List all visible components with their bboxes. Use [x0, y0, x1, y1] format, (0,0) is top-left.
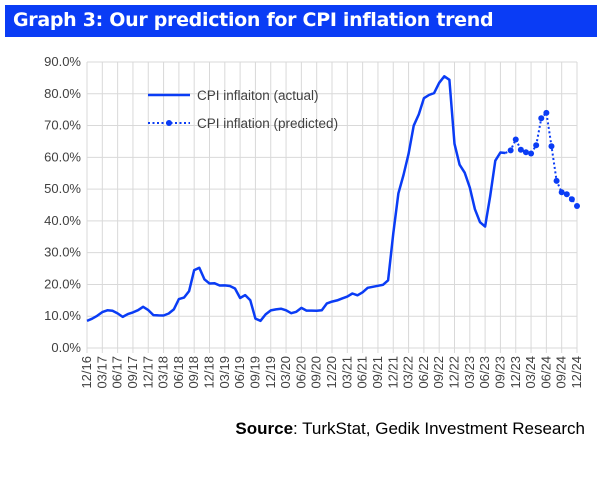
actual-series-line: [86, 75, 506, 323]
x-tick-label: 06/23: [477, 356, 492, 389]
x-tick-label: 12/17: [140, 356, 155, 389]
predicted-point: [517, 146, 524, 153]
x-tick-label: 03/24: [523, 356, 538, 389]
x-tick-label: 12/21: [385, 356, 400, 389]
predicted-point: [574, 202, 580, 209]
x-tick-label: 12/23: [508, 356, 523, 389]
x-tick-label: 06/20: [293, 356, 308, 389]
predicted-point: [528, 150, 535, 157]
predicted-point: [512, 136, 519, 143]
x-tick-label: 06/21: [355, 356, 370, 389]
x-tick-label: 09/18: [186, 356, 201, 389]
x-tick-label: 09/21: [370, 356, 385, 389]
x-tick-label: 03/22: [401, 356, 416, 389]
chart-title: Graph 3: Our prediction for CPI inflatio…: [13, 9, 494, 31]
legend: CPI inflaiton (actual) CPI inflation (pr…: [148, 88, 338, 131]
x-tick-label: 12/24: [569, 356, 584, 389]
source-note: Source: TurkStat, Gedik Investment Resea…: [235, 419, 585, 439]
predicted-point: [548, 143, 555, 150]
x-tick-label: 03/18: [156, 356, 171, 389]
series: [86, 75, 580, 323]
predicted-point: [563, 191, 570, 198]
x-tick-label: 03/21: [339, 356, 354, 389]
x-tick-label: 06/22: [416, 356, 431, 389]
predicted-point: [522, 149, 529, 156]
y-tick-label: 70.0%: [44, 118, 81, 133]
x-tick-label: 09/20: [309, 356, 324, 389]
y-tick-label: 80.0%: [44, 86, 81, 101]
x-tick-label: 09/24: [554, 356, 569, 389]
predicted-point: [538, 115, 545, 122]
x-tick-label: 12/16: [79, 356, 94, 389]
x-tick-label: 03/19: [217, 356, 232, 389]
x-tick-label: 12/22: [447, 356, 462, 389]
x-tick-label: 03/17: [94, 356, 109, 389]
title-bar: Graph 3: Our prediction for CPI inflatio…: [5, 5, 597, 37]
legend-predicted-marker: [166, 120, 172, 126]
y-tick-label: 90.0%: [44, 54, 81, 69]
x-tick-label: 12/18: [202, 356, 217, 389]
x-axis-ticks: 12/16 03/17 06/17 09/17 12/17 03/18 06/18 09/18…: [79, 356, 584, 389]
y-tick-label: 10.0%: [44, 308, 81, 323]
y-tick-label: 50.0%: [44, 181, 81, 196]
x-tick-label: 09/17: [125, 356, 140, 389]
y-tick-label: 20.0%: [44, 276, 81, 291]
y-tick-label: 30.0%: [44, 245, 81, 260]
x-tick-label: 06/24: [538, 356, 553, 389]
x-tick-label: 06/19: [232, 356, 247, 389]
predicted-point: [553, 177, 560, 184]
x-tick-label: 12/20: [324, 356, 339, 389]
legend-actual-label: CPI inflaiton (actual): [197, 88, 319, 103]
y-tick-label: 40.0%: [44, 213, 81, 228]
legend-predicted-label: CPI inflation (predicted): [197, 116, 338, 131]
predicted-point: [507, 147, 514, 154]
x-tick-label: 09/23: [492, 356, 507, 389]
x-tick-label: 03/20: [278, 356, 293, 389]
source-text: : TurkStat, Gedik Investment Research: [293, 419, 585, 438]
predicted-point: [558, 189, 565, 196]
predicted-point: [543, 109, 550, 116]
x-tick-label: 09/19: [247, 356, 262, 389]
x-tick-label: 09/22: [431, 356, 446, 389]
y-tick-label: 0.0%: [51, 340, 81, 355]
grid: [86, 61, 578, 353]
x-tick-label: 06/18: [171, 356, 186, 389]
y-tick-label: 60.0%: [44, 149, 81, 164]
x-tick-label: 03/23: [462, 356, 477, 389]
y-axis-ticks: 0.0% 10.0% 20.0% 30.0% 40.0% 50.0% 60.0% 70.0% 8…: [44, 54, 81, 355]
source-label: Source: [235, 419, 294, 438]
x-tick-label: 12/19: [263, 356, 278, 389]
predicted-point: [568, 196, 575, 203]
predicted-point: [533, 142, 540, 149]
x-tick-label: 06/17: [110, 356, 125, 389]
